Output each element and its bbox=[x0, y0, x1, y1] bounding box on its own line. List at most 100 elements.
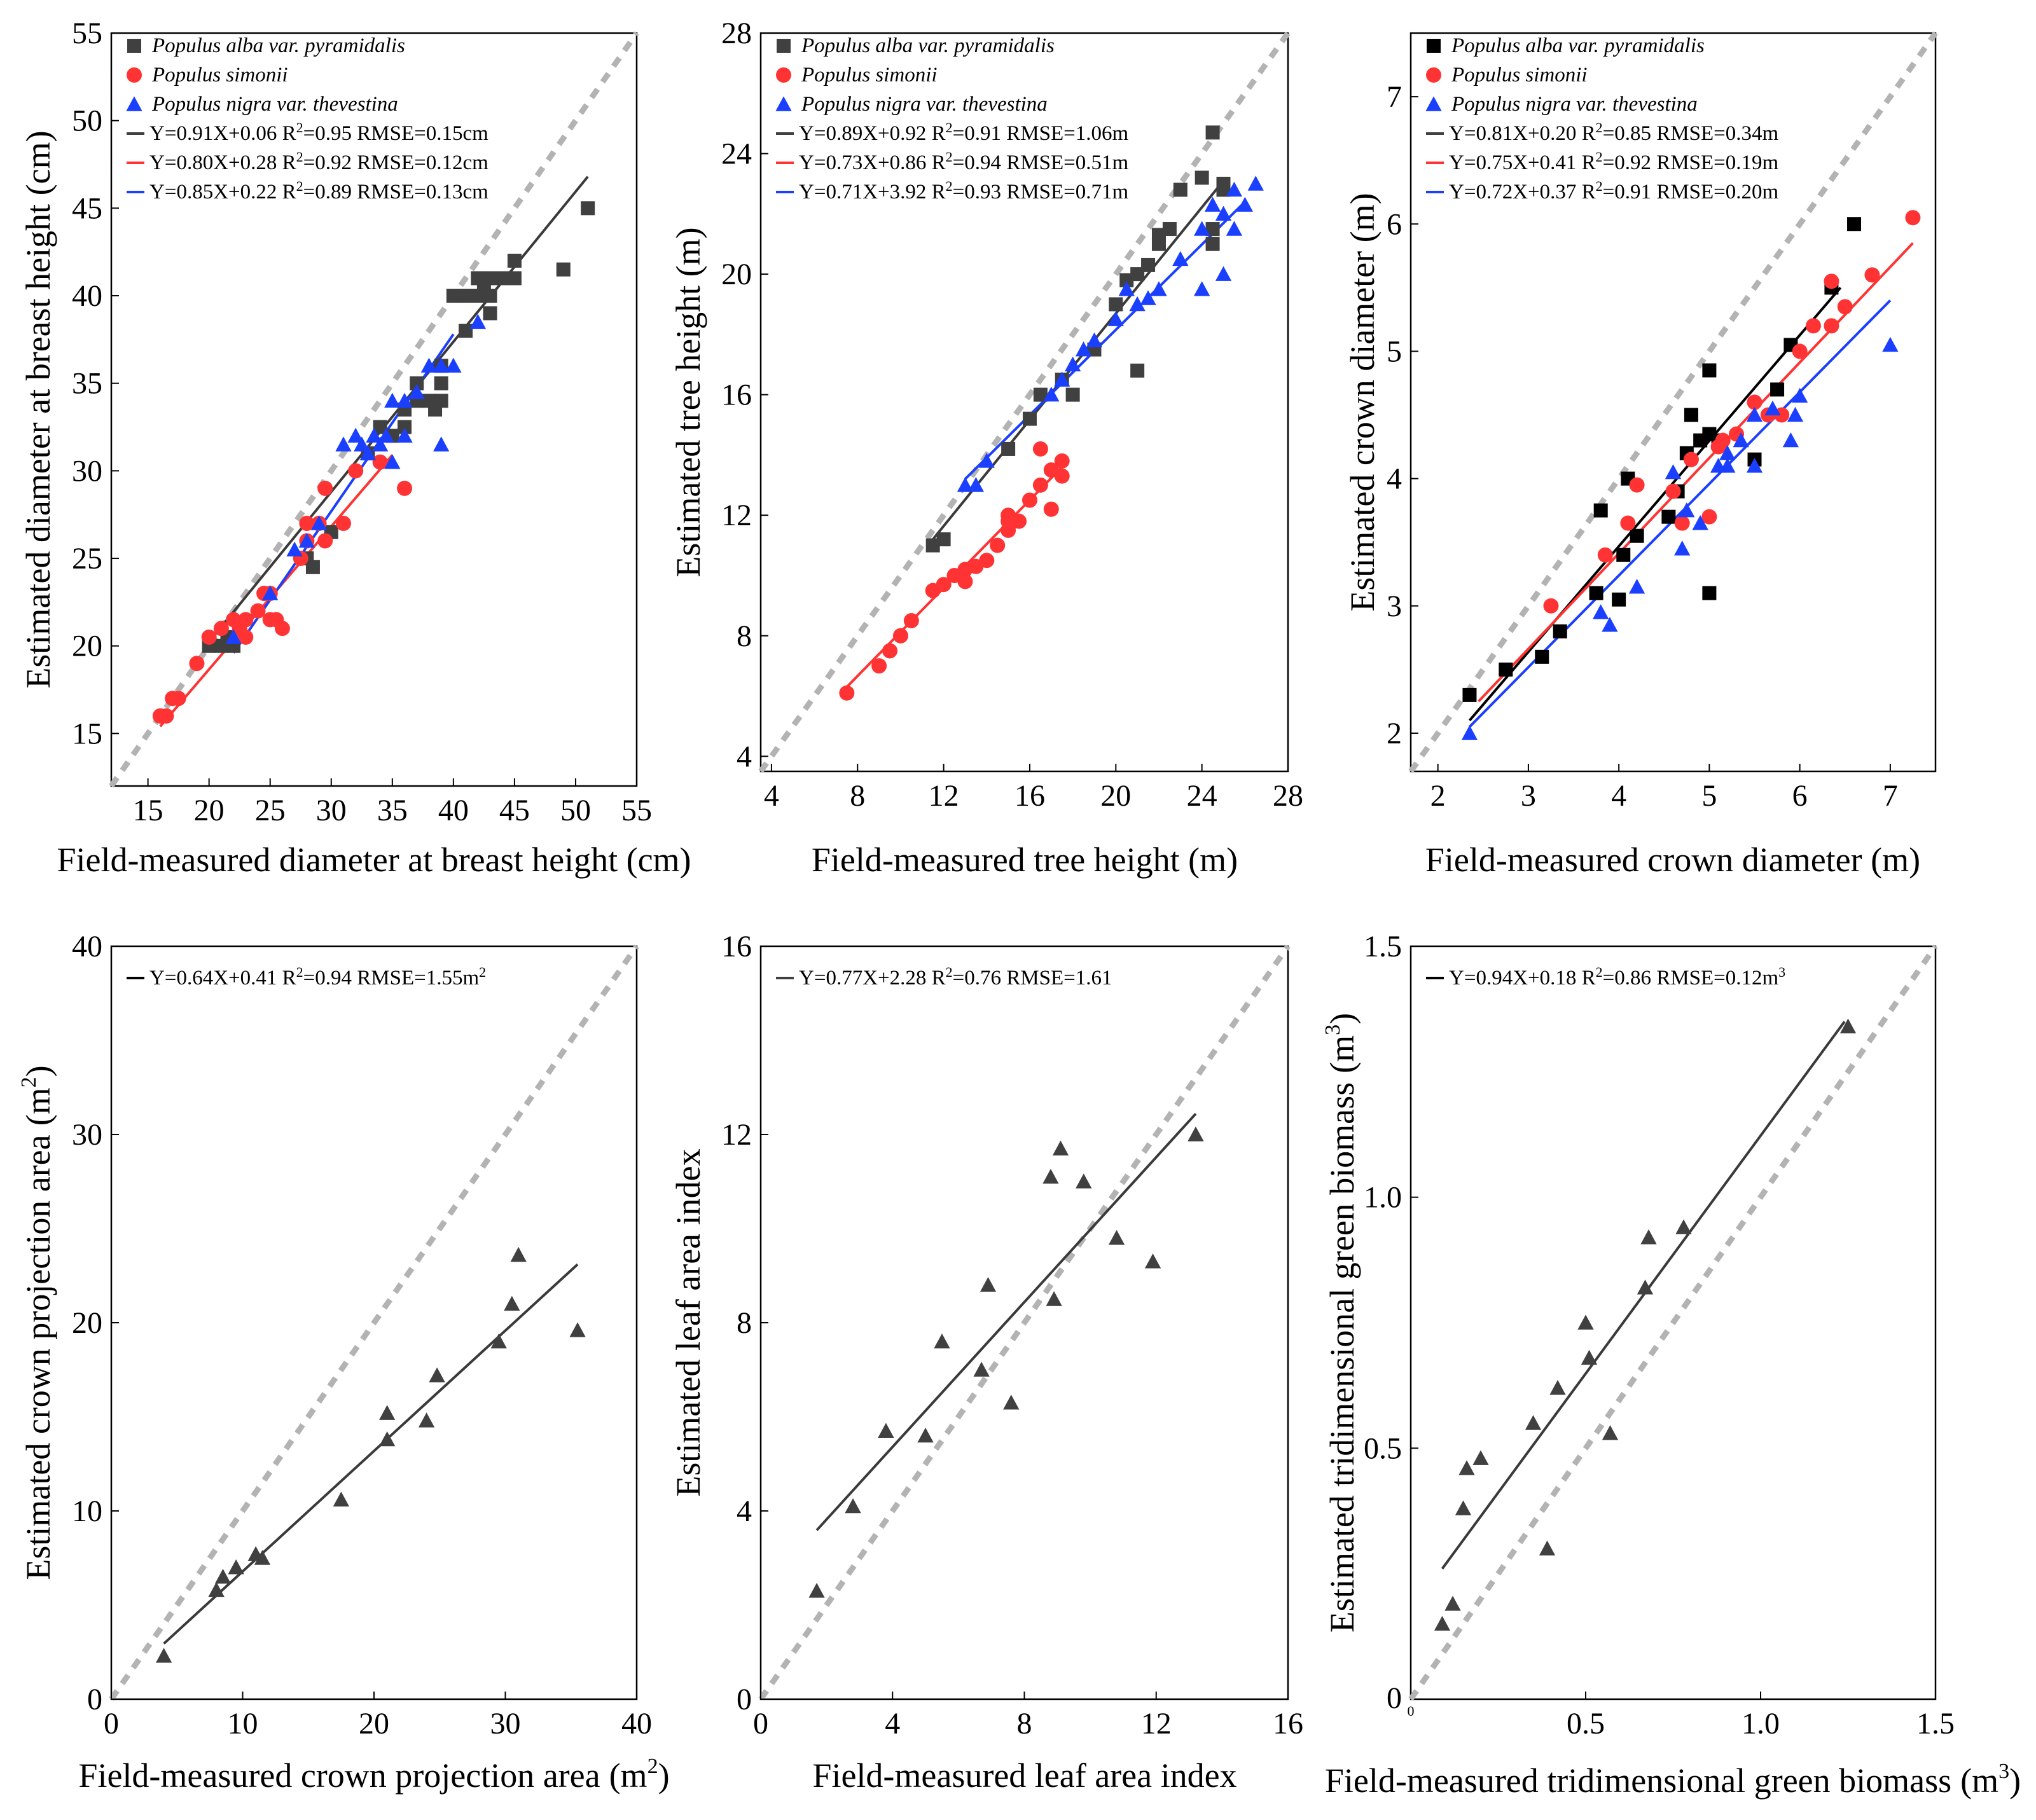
data-point bbox=[158, 708, 174, 724]
data-point bbox=[1108, 1230, 1125, 1245]
y-tick-label: 1.5 bbox=[1364, 930, 1402, 963]
r-squared-sup: 2 bbox=[1596, 149, 1603, 165]
legend-label: Populus simonii bbox=[801, 64, 938, 86]
data-point bbox=[1764, 400, 1781, 416]
y-axis-title-text: Estimated crown projection area bbox=[19, 1134, 57, 1580]
data-point bbox=[878, 1423, 894, 1438]
data-point bbox=[507, 271, 522, 286]
data-point bbox=[445, 357, 462, 373]
chart-panel-1: 15 20 25 30 35 40 45 50 55 15 20 25 30 35 40 45 50 55 Fiel… bbox=[19, 17, 691, 879]
y-axis-unit-close: ) bbox=[19, 1065, 57, 1077]
y-tick-label: 30 bbox=[72, 1118, 102, 1152]
x-axis-unit-sup: 3 bbox=[1998, 1760, 2009, 1783]
data-point bbox=[1226, 221, 1243, 236]
fit-stats-text: =0.94 RMSE=0.51m bbox=[953, 151, 1129, 174]
x-tick-label: 3 bbox=[1521, 779, 1536, 813]
y-tick-label: 20 bbox=[721, 258, 752, 291]
data-point bbox=[1620, 515, 1636, 531]
one-to-one-line bbox=[1408, 944, 1938, 1701]
legend-equation: Y=0.80X+0.28 R2=0.92 RMSE=0.12cm bbox=[149, 149, 488, 174]
y-tick-label: 16 bbox=[721, 930, 752, 963]
x-tick-label: 0 bbox=[753, 1707, 768, 1741]
data-point bbox=[1733, 432, 1749, 448]
legend-marker bbox=[126, 96, 142, 111]
data-point bbox=[378, 427, 394, 443]
legend: Y=0.77X+2.28 R2=0.76 RMSE=1.61 bbox=[776, 964, 1112, 989]
data-point bbox=[1628, 579, 1645, 594]
y-tick-label: 4 bbox=[1387, 462, 1402, 496]
r-squared-sup: 2 bbox=[946, 964, 953, 980]
data-point bbox=[1236, 196, 1253, 212]
y-tick-label: 2 bbox=[1387, 717, 1402, 750]
data-point bbox=[429, 1367, 445, 1382]
x-tick-label: 1.0 bbox=[1742, 1707, 1780, 1741]
data-point bbox=[882, 643, 898, 659]
data-point bbox=[556, 262, 571, 277]
data-point bbox=[1021, 492, 1037, 508]
data-point bbox=[490, 1333, 507, 1349]
regression-line bbox=[1478, 242, 1914, 703]
data-point bbox=[1226, 181, 1243, 197]
data-point bbox=[1205, 222, 1220, 237]
y-tick-label: 12 bbox=[721, 499, 752, 532]
x-tick-label: 5 bbox=[1701, 779, 1717, 813]
data-point bbox=[1151, 228, 1166, 242]
data-point bbox=[1593, 503, 1608, 518]
data-point bbox=[1525, 1415, 1542, 1430]
equation-text: Y=0.71X+3.92 R bbox=[799, 181, 946, 203]
r-squared-sup: 2 bbox=[296, 178, 303, 194]
data-point bbox=[1434, 1615, 1451, 1631]
x-axis-title-text: Field-measured tridimensional green biom… bbox=[1325, 1761, 1951, 1800]
legend-marker bbox=[1426, 67, 1441, 83]
y-tick-label: 40 bbox=[72, 930, 102, 963]
data-point bbox=[170, 691, 186, 707]
data-point bbox=[973, 1362, 990, 1377]
x-axis-unit-close: ) bbox=[2009, 1761, 2021, 1800]
x-tick-label: 6 bbox=[1792, 779, 1808, 813]
x-tick-label: 20 bbox=[1100, 779, 1131, 813]
data-point bbox=[483, 271, 497, 286]
data-point bbox=[957, 477, 974, 492]
x-tick-label: 20 bbox=[194, 794, 225, 827]
x-tick-label: 12 bbox=[1141, 1707, 1172, 1741]
data-point bbox=[469, 314, 486, 329]
data-point bbox=[354, 436, 370, 452]
r-squared-sup: 2 bbox=[296, 964, 303, 980]
x-tick-label: 0 bbox=[104, 1707, 119, 1741]
legend-equation: Y=0.77X+2.28 R2=0.76 RMSE=1.61 bbox=[799, 964, 1112, 989]
data-point bbox=[1701, 509, 1717, 525]
x-tick-label: 0.5 bbox=[1567, 1707, 1605, 1741]
x-tick-label: 16 bbox=[1273, 1707, 1303, 1741]
data-point bbox=[1195, 170, 1209, 185]
data-point bbox=[808, 1583, 825, 1598]
r-squared-sup: 2 bbox=[296, 120, 303, 135]
equation-text: Y=0.77X+2.28 R bbox=[799, 967, 946, 989]
legend-marker bbox=[776, 67, 791, 83]
equation-text: Y=0.73X+0.86 R bbox=[799, 151, 946, 174]
legend-marker bbox=[1427, 39, 1441, 53]
data-point bbox=[1839, 1018, 1857, 1034]
data-point bbox=[396, 392, 413, 408]
data-point bbox=[936, 577, 952, 593]
rmse-unit-sup: 2 bbox=[479, 964, 486, 980]
legend-marker bbox=[127, 67, 142, 83]
legend-equation: Y=0.73X+0.86 R2=0.94 RMSE=0.51m bbox=[799, 149, 1128, 174]
x-axis-title: Field-measured crown diameter (m) bbox=[1425, 841, 1920, 879]
data-point bbox=[1665, 483, 1681, 499]
data-point bbox=[410, 376, 424, 390]
data-point bbox=[408, 383, 425, 399]
data-point bbox=[1702, 586, 1717, 600]
plot-frame bbox=[1409, 32, 1937, 773]
data-point bbox=[1539, 1540, 1556, 1555]
x-tick-label: 8 bbox=[850, 779, 865, 813]
x-tick-label: 24 bbox=[1187, 779, 1217, 813]
data-point bbox=[1675, 1219, 1692, 1234]
data-point bbox=[1455, 1500, 1472, 1515]
data-point bbox=[335, 515, 351, 531]
data-point bbox=[1602, 617, 1618, 632]
data-point bbox=[335, 436, 352, 452]
x-axis-title: Field-measured tridimensional green biom… bbox=[1325, 1760, 2021, 1800]
y-axis-title: Estimated leaf area index bbox=[669, 1148, 707, 1496]
data-point bbox=[1054, 468, 1070, 484]
y-origin-label: 0 bbox=[1387, 1681, 1402, 1715]
